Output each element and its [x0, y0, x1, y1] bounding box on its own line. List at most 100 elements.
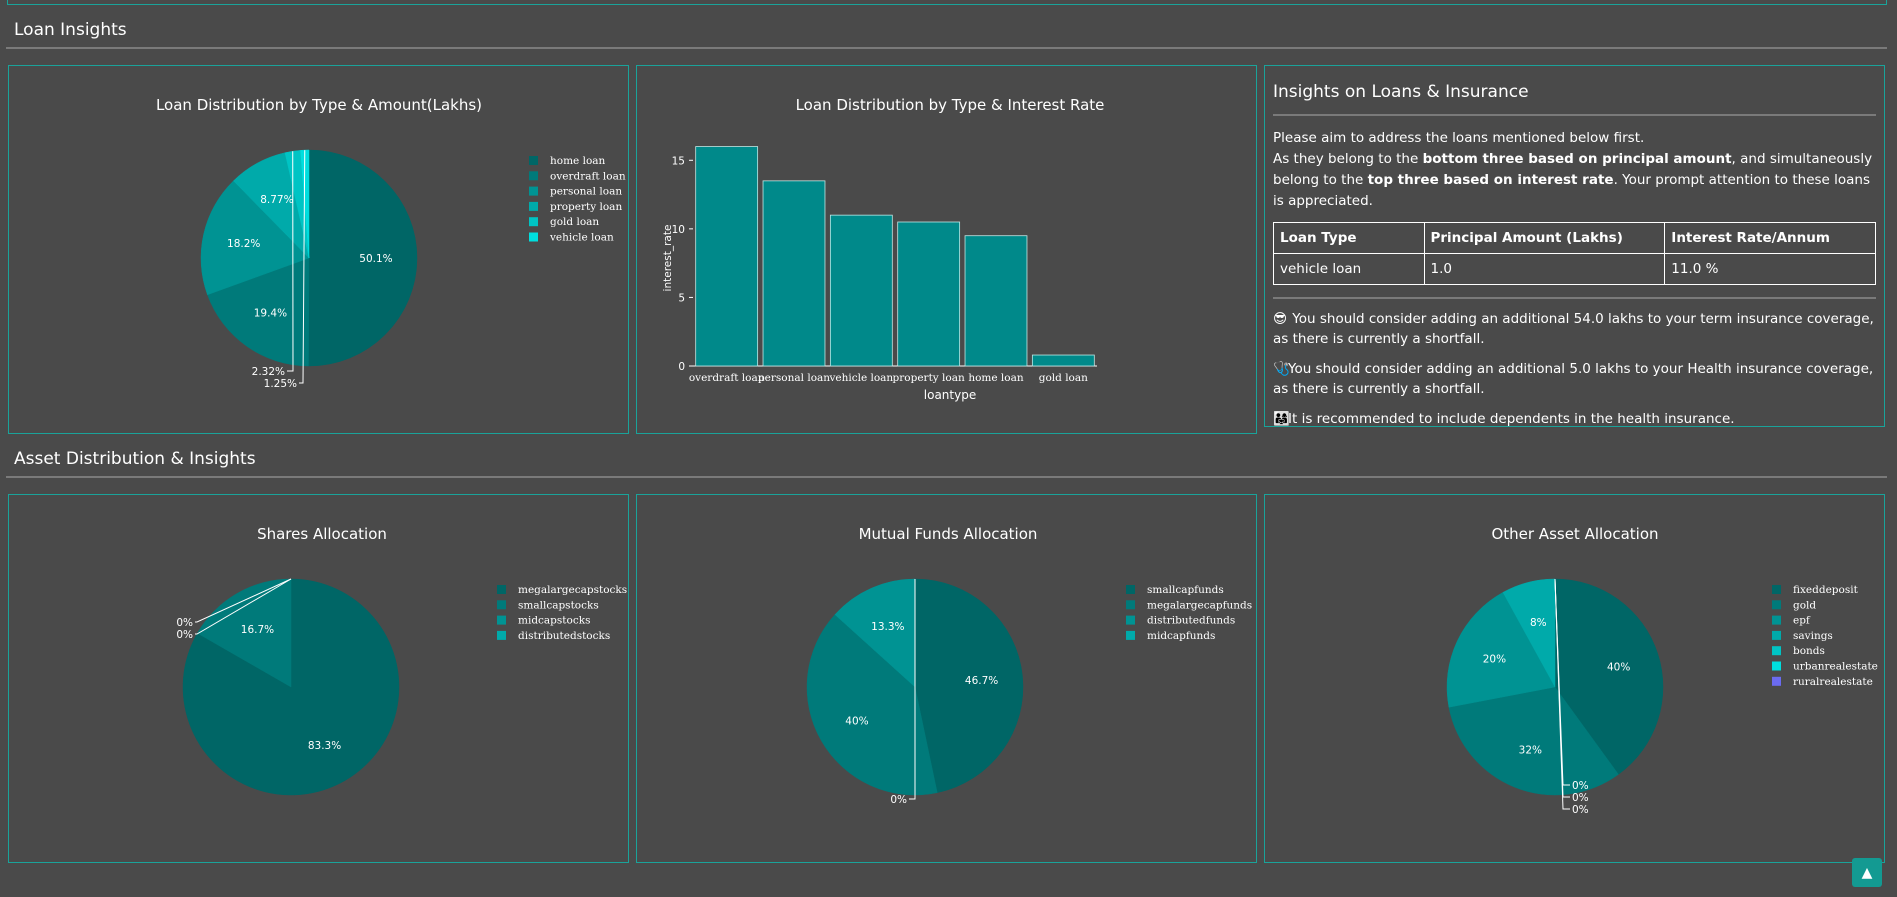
legend-swatch-smallcapstocks — [497, 600, 506, 610]
legend-swatch-overdraft-loan — [529, 171, 538, 181]
slice-label-bonds: 0% — [1572, 780, 1589, 792]
message-text: You should consider adding an additional… — [1273, 311, 1874, 347]
legend-item-smallcapstocks[interactable]: smallcapstocks — [518, 599, 599, 611]
section-title-loan-insights: Loan Insights — [14, 20, 127, 40]
pie-slice-personal-loan[interactable] — [200, 180, 310, 296]
interest-rate-bar-chart: Loan Distribution by Type & Interest Rat… — [662, 96, 1105, 402]
pie-slice-distributedfunds[interactable] — [834, 578, 916, 688]
slice-leader-line-vehicle-loan — [299, 150, 306, 384]
legend-item-bonds[interactable]: bonds — [1793, 645, 1825, 657]
intro-bold-interest: top three based on interest rate — [1367, 172, 1614, 188]
legend-swatch-smallcapfunds — [1126, 585, 1135, 594]
term-insurance-message: 😎 You should consider adding an addition… — [1273, 309, 1876, 349]
loan-amount-card: Loan Distribution by Type & Amount(Lakhs… — [8, 65, 629, 434]
insights-title: Insights on Loans & Insurance — [1273, 82, 1876, 116]
pie-slice-overdraft-loan[interactable] — [207, 257, 310, 367]
legend-swatch-midcapfunds — [1126, 630, 1135, 640]
insights-intro: Please aim to address the loans mentione… — [1273, 128, 1876, 212]
slice-label-property-loan: 8.77% — [260, 194, 293, 206]
intro-part-e: . Your prompt attention to these loans i… — [1273, 172, 1871, 209]
health-insurance-message: 🩺You should consider adding an additiona… — [1273, 359, 1876, 399]
chart-title: Other Asset Allocation — [1491, 525, 1658, 543]
bar-overdraft-loan[interactable] — [695, 146, 759, 367]
y-tick-label: 15 — [672, 155, 685, 167]
scroll-to-top-button[interactable]: ▲ — [1852, 858, 1882, 887]
stethoscope-icon: 🩺 — [1273, 361, 1290, 377]
table-row: vehicle loan 1.0 11.0 % — [1273, 253, 1876, 285]
pie-slice-smallcapfunds[interactable] — [914, 578, 1024, 793]
legend-swatch-ruralrealestate — [1772, 676, 1781, 686]
message-text: You should consider adding an additional… — [1273, 361, 1874, 397]
legend-item-personal-loan[interactable]: personal loan — [550, 186, 622, 198]
pie-slice-smallcapstocks[interactable] — [197, 578, 292, 688]
message-text: It is recommended to include dependents … — [1288, 411, 1735, 427]
legend-swatch-distributedfunds — [1126, 615, 1135, 625]
bar-gold-loan[interactable] — [1031, 354, 1095, 367]
x-tick-label: overdraft loan — [689, 372, 765, 384]
intro-part-c: , and simultaneously belong to the — [1273, 151, 1873, 188]
x-axis-label: loantype — [924, 388, 976, 402]
section-divider — [6, 47, 1887, 49]
slice-label-ruralrealestate: 0% — [1572, 804, 1589, 816]
legend-item-ruralrealestate[interactable]: ruralrealestate — [1793, 676, 1873, 688]
pie-slice-gold[interactable] — [1448, 686, 1619, 796]
section-title-asset-distribution: Asset Distribution & Insights — [14, 449, 256, 469]
legend-item-property-loan[interactable]: property loan — [550, 201, 622, 213]
section-divider — [6, 476, 1887, 478]
legend-item-vehicle-loan[interactable]: vehicle loan — [549, 232, 614, 244]
slice-label-megalargecapstocks: 83.3% — [308, 740, 341, 752]
slice-label-smallcapstocks: 16.7% — [241, 624, 274, 636]
legend-item-midcapstocks[interactable]: midcapstocks — [518, 615, 590, 627]
pie-slice-megalargecapfunds[interactable] — [806, 614, 938, 796]
legend-swatch-home-loan — [529, 156, 538, 165]
mutual-funds-card: Mutual Funds Allocation 46.7% 40% 13.3% 0% s… — [636, 494, 1257, 863]
slice-label-midcapstocks: 0% — [176, 617, 193, 629]
pie-slice-savings[interactable] — [1502, 578, 1556, 688]
priority-loans-table: Loan Type Principal Amount (Lakhs) Inter… — [1273, 222, 1876, 285]
legend-swatch-urbanrealestate — [1772, 661, 1781, 671]
bar-vehicle-loan[interactable] — [829, 214, 893, 367]
legend-item-gold-loan[interactable]: gold loan — [550, 216, 599, 228]
intro-part-a: As they belong to the — [1273, 151, 1423, 167]
legend-item-savings[interactable]: savings — [1793, 630, 1833, 642]
col-loan-type: Loan Type — [1273, 222, 1425, 254]
legend-item-overdraft-loan[interactable]: overdraft loan — [550, 170, 626, 182]
pie-slice-home-loan[interactable] — [308, 149, 418, 367]
cell-principal: 1.0 — [1423, 253, 1666, 285]
chart-title: Loan Distribution by Type & Interest Rat… — [796, 96, 1105, 114]
insights-divider — [1273, 297, 1876, 299]
legend-item-gold[interactable]: gold — [1793, 599, 1816, 611]
slice-label-urbanrealestate: 0% — [1572, 792, 1589, 804]
insights-card: Insights on Loans & Insurance Please aim… — [1264, 65, 1885, 427]
bar-home-loan[interactable] — [964, 235, 1028, 367]
intro-bold-principal: bottom three based on principal amount — [1422, 151, 1732, 167]
pie-slice-fixeddeposit[interactable] — [1554, 578, 1664, 775]
bar-personal-loan[interactable] — [762, 180, 826, 367]
slice-label-smallcapfunds: 46.7% — [965, 675, 998, 687]
mutual-funds-pie-chart: Mutual Funds Allocation 46.7% 40% 13.3% 0% s… — [806, 525, 1252, 806]
loan-amount-pie-chart: Loan Distribution by Type & Amount(Lakhs… — [156, 96, 626, 390]
legend-item-midcapfunds[interactable]: midcapfunds — [1147, 630, 1215, 642]
legend-item-distributedfunds[interactable]: distributedfunds — [1147, 615, 1235, 627]
slice-label-savings: 8% — [1530, 617, 1547, 629]
legend-item-smallcapfunds[interactable]: smallcapfunds — [1147, 584, 1224, 596]
legend-item-epf[interactable]: epf — [1793, 615, 1811, 627]
slice-leader-line-distributedstocks — [195, 578, 292, 635]
legend-item-home-loan[interactable]: home loan — [550, 155, 606, 167]
y-tick-label: 5 — [678, 292, 685, 304]
legend-item-urbanrealestate[interactable]: urbanrealestate — [1793, 661, 1878, 673]
slice-label-personal-loan: 18.2% — [227, 238, 260, 250]
legend-item-megalargecapstocks[interactable]: megalargecapstocks — [518, 584, 627, 596]
legend-item-distributedstocks[interactable]: distributedstocks — [518, 630, 610, 642]
legend-item-fixeddeposit[interactable]: fixeddeposit — [1793, 584, 1859, 596]
x-tick-label: vehicle loan — [828, 372, 893, 384]
pie-slice-epf[interactable] — [1446, 592, 1556, 708]
sunglasses-emoji-icon: 😎 — [1273, 311, 1288, 327]
legend-swatch-gold — [1772, 600, 1781, 610]
slice-leader-line-midcapstocks — [195, 578, 292, 623]
slice-label-overdraft-loan: 19.4% — [254, 308, 287, 320]
slice-label-home-loan: 50.1% — [359, 253, 392, 265]
bar-property-loan[interactable] — [897, 221, 961, 367]
legend-item-megalargecapfunds[interactable]: megalargecapfunds — [1147, 599, 1252, 611]
slice-label-fixeddeposit: 40% — [1607, 661, 1630, 673]
